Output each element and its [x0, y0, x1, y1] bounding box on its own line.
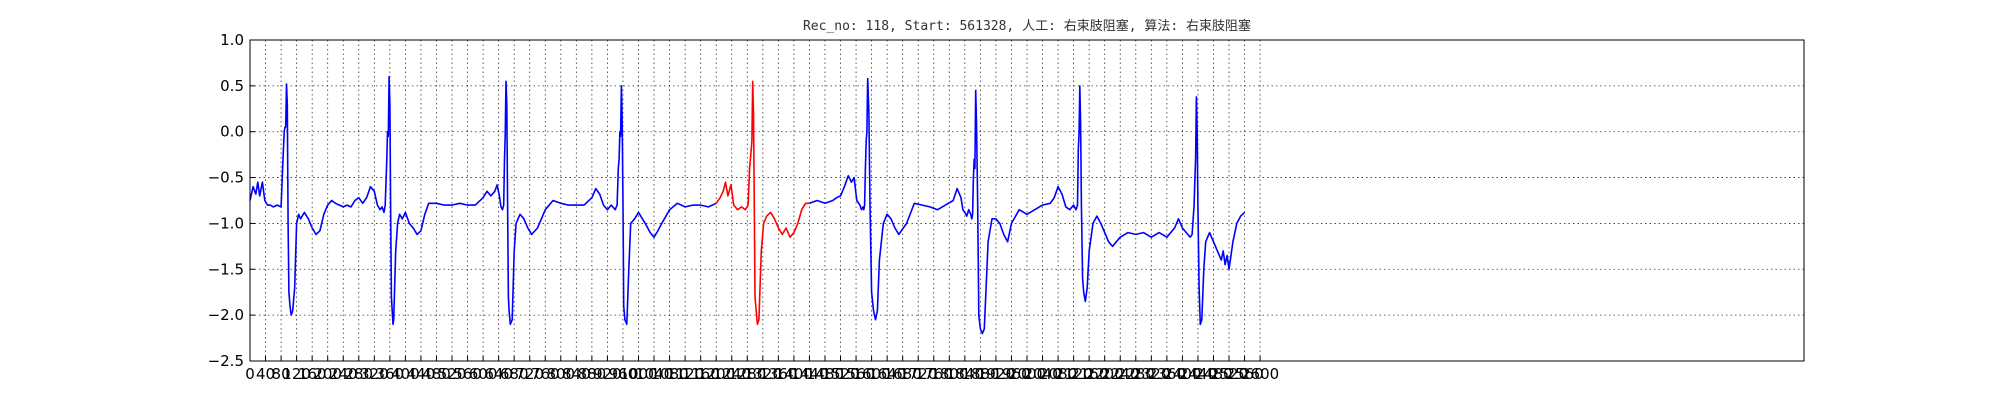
x-tick-label: 2280 [1117, 365, 1155, 383]
x-tick-label: 2200 [1086, 365, 1124, 383]
plot-background [250, 40, 1804, 361]
x-tick-label: 480 [422, 365, 451, 383]
x-tick-label: 2400 [1163, 365, 1201, 383]
x-tick-label: 1360 [759, 365, 797, 383]
x-tick-label: 760 [531, 365, 560, 383]
x-tick-label: 1240 [713, 365, 751, 383]
y-tick-label: 0.0 [220, 123, 244, 141]
x-tick-label: 600 [469, 365, 498, 383]
x-tick-label: 1480 [806, 365, 844, 383]
x-tick-label: 1600 [853, 365, 891, 383]
chart-title: Rec_no: 118, Start: 561328, 人工: 右束肢阻塞, 算… [803, 18, 1251, 34]
x-tick-label: 0 [245, 365, 255, 383]
x-tick-label: 360 [376, 365, 405, 383]
y-tick-label: −2.0 [208, 306, 244, 324]
x-tick-label: 1280 [728, 365, 766, 383]
x-tick-label: 920 [593, 365, 622, 383]
x-tick-label: 2240 [1101, 365, 1139, 383]
x-tick-label: 1640 [868, 365, 906, 383]
x-tick-label: 2040 [1023, 365, 1061, 383]
x-tick-label: 1840 [946, 365, 984, 383]
y-tick-label: −1.0 [208, 214, 244, 232]
x-tick-label: 2520 [1210, 365, 1248, 383]
x-tick-label: 880 [578, 365, 607, 383]
x-tick-label: 1920 [977, 365, 1015, 383]
x-tick-label: 1320 [744, 365, 782, 383]
x-tick-label: 2600 [1241, 365, 1279, 383]
x-tick-label: 560 [453, 365, 482, 383]
x-tick-label: 80 [272, 365, 291, 383]
x-tick-label: 40 [256, 365, 275, 383]
y-tick-label: −2.5 [208, 352, 244, 370]
series-layer [249, 75, 1246, 335]
ecg-series-line-1 [249, 75, 717, 326]
x-tick-label: 2080 [1039, 365, 1077, 383]
y-tick-label: 1.0 [220, 31, 244, 49]
x-tick-label: 440 [407, 365, 436, 383]
x-tick-label: 1720 [899, 365, 937, 383]
y-tick-label: −0.5 [208, 169, 244, 187]
x-tick-label: 160 [298, 365, 327, 383]
x-tick-label: 840 [562, 365, 591, 383]
x-tick-label: 240 [329, 365, 358, 383]
x-tick-label: 1520 [821, 365, 859, 383]
y-axis: 1.0 0.5 0.0 −0.5 −1.0 −1.5 −2.0 −2.5 [208, 31, 255, 370]
x-tick-label: 1040 [635, 365, 673, 383]
x-tick-label: 1080 [650, 365, 688, 383]
ecg-series-line-2 [715, 80, 810, 326]
x-tick-label: 2440 [1179, 365, 1217, 383]
ecg-series-line-3 [809, 77, 1246, 335]
x-tick-label: 1000 [619, 365, 657, 383]
x-tick-label: 1400 [775, 365, 813, 383]
x-tick-label: 400 [391, 365, 420, 383]
x-tick-label: 2560 [1225, 365, 1263, 383]
x-tick-label: 2320 [1132, 365, 1170, 383]
x-tick-label: 1120 [666, 365, 704, 383]
x-tick-label: 640 [484, 365, 513, 383]
x-tick-label: 1960 [992, 365, 1030, 383]
y-tick-label: −1.5 [208, 260, 244, 278]
x-tick-label: 520 [438, 365, 467, 383]
x-tick-label: 1800 [930, 365, 968, 383]
x-tick-label: 1760 [915, 365, 953, 383]
x-tick-label: 2160 [1070, 365, 1108, 383]
x-tick-label: 960 [609, 365, 638, 383]
x-tick-label: 2120 [1055, 365, 1093, 383]
x-tick-label: 720 [515, 365, 544, 383]
x-tick-label: 800 [546, 365, 575, 383]
x-tick-label: 680 [500, 365, 529, 383]
x-tick-label: 1160 [682, 365, 720, 383]
x-tick-label: 1560 [837, 365, 875, 383]
x-tick-label: 2360 [1148, 365, 1186, 383]
x-tick-label: 1200 [697, 365, 735, 383]
x-tick-label: 1880 [961, 365, 999, 383]
x-tick-label: 200 [313, 365, 342, 383]
x-tick-label: 120 [282, 365, 311, 383]
x-axis: 0 408012016020024028032036040044048052056… [245, 356, 1279, 383]
x-tick-label: 2480 [1194, 365, 1232, 383]
y-tick-label: 0.5 [220, 77, 244, 95]
x-tick-label: 2000 [1008, 365, 1046, 383]
x-tick-label: 1440 [790, 365, 828, 383]
x-tick-label: 1680 [884, 365, 922, 383]
x-tick-label: 280 [344, 365, 373, 383]
x-tick-label: 320 [360, 365, 389, 383]
